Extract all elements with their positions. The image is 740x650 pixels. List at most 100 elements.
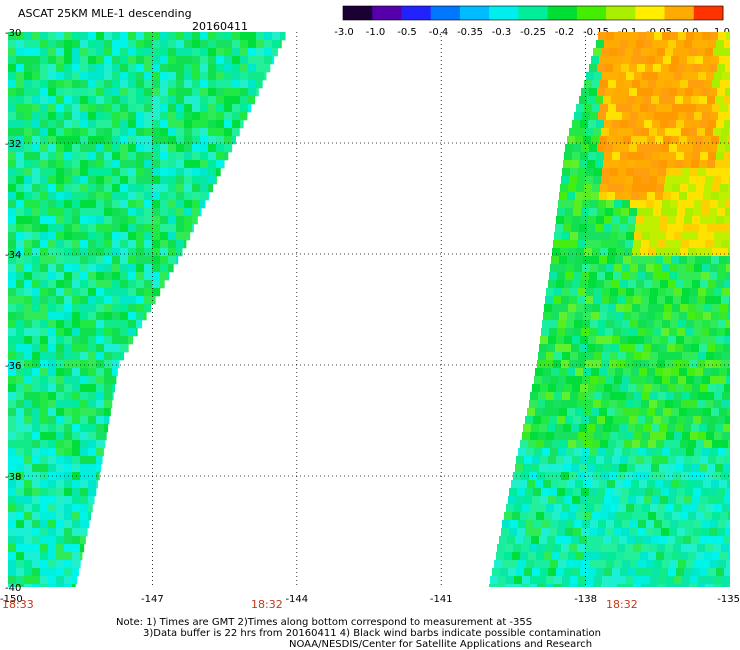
heatmap-cell bbox=[48, 224, 57, 233]
heatmap-cell bbox=[64, 496, 73, 505]
heatmap-cell bbox=[16, 216, 25, 225]
heatmap-cell bbox=[718, 448, 727, 457]
heatmap-cell bbox=[725, 88, 730, 97]
x-tick-label: -141 bbox=[430, 594, 453, 605]
heatmap-cell bbox=[698, 432, 707, 441]
heatmap-cell bbox=[136, 48, 145, 57]
heatmap-cell bbox=[593, 360, 602, 369]
heatmap-cell bbox=[216, 72, 225, 81]
heatmap-cell bbox=[558, 448, 567, 457]
heatmap-cell bbox=[551, 256, 560, 265]
heatmap-cell bbox=[678, 200, 687, 209]
heatmap-cell bbox=[600, 248, 609, 257]
heatmap-cell bbox=[716, 384, 725, 393]
heatmap-cell bbox=[623, 480, 632, 489]
heatmap-cell bbox=[694, 112, 703, 121]
heatmap-cell bbox=[72, 456, 81, 465]
heatmap-cell bbox=[585, 128, 594, 137]
heatmap-cell bbox=[176, 160, 185, 169]
heatmap-cell bbox=[32, 584, 41, 587]
heatmap-cell bbox=[128, 248, 137, 257]
heatmap-cell bbox=[649, 360, 658, 369]
heatmap-cell bbox=[602, 352, 611, 361]
heatmap-cell bbox=[56, 528, 65, 537]
heatmap-cell bbox=[538, 352, 547, 361]
heatmap-cell bbox=[40, 224, 49, 233]
heatmap-cell bbox=[566, 320, 575, 329]
heatmap-cell bbox=[695, 368, 704, 377]
heatmap-cell bbox=[713, 400, 722, 409]
heatmap-cell bbox=[524, 568, 533, 577]
heatmap-cell bbox=[636, 280, 645, 289]
heatmap-cell bbox=[96, 312, 105, 321]
heatmap-cell bbox=[661, 416, 670, 425]
heatmap-cell bbox=[88, 296, 97, 305]
heatmap-cell bbox=[607, 312, 616, 321]
heatmap-cell bbox=[32, 168, 41, 177]
heatmap-cell bbox=[48, 376, 57, 385]
heatmap-cell bbox=[64, 264, 73, 273]
heatmap-cell bbox=[725, 416, 730, 425]
heatmap-cell bbox=[715, 224, 724, 233]
note-line-3: NOAA/NESDIS/Center for Satellite Applica… bbox=[289, 639, 593, 650]
heatmap-cell bbox=[555, 536, 564, 545]
heatmap-cell bbox=[709, 488, 718, 497]
heatmap-cell bbox=[693, 208, 702, 217]
heatmap-cell bbox=[728, 184, 730, 193]
heatmap-cell bbox=[728, 440, 730, 449]
heatmap-cell bbox=[622, 560, 631, 569]
heatmap-cell bbox=[8, 320, 17, 329]
heatmap-cell bbox=[630, 32, 639, 41]
heatmap-cell bbox=[184, 40, 193, 49]
heatmap-cell bbox=[168, 56, 177, 65]
heatmap-cell bbox=[564, 280, 573, 289]
heatmap-cell bbox=[40, 56, 49, 65]
heatmap-cell bbox=[64, 56, 73, 65]
heatmap-cell bbox=[32, 296, 41, 305]
heatmap-cell bbox=[612, 336, 621, 345]
heatmap-cell bbox=[713, 240, 722, 249]
heatmap-cell bbox=[585, 240, 594, 249]
heatmap-cell bbox=[80, 104, 89, 113]
heatmap-cell bbox=[72, 40, 81, 49]
heatmap-cell bbox=[128, 184, 137, 193]
heatmap-cell bbox=[623, 408, 632, 417]
heatmap-cell bbox=[120, 40, 129, 49]
heatmap-cell bbox=[528, 552, 537, 561]
heatmap-cell bbox=[88, 288, 97, 297]
heatmap-cell bbox=[556, 496, 565, 505]
heatmap-cell bbox=[654, 200, 663, 209]
heatmap-cell bbox=[673, 48, 682, 57]
heatmap-cell bbox=[605, 416, 614, 425]
heatmap-cell bbox=[524, 496, 533, 505]
heatmap-cell bbox=[607, 480, 616, 489]
heatmap-cell bbox=[48, 144, 57, 153]
heatmap-cell bbox=[705, 584, 714, 587]
heatmap-cell bbox=[24, 264, 33, 273]
heatmap-cell bbox=[128, 48, 137, 57]
heatmap-cell bbox=[526, 520, 535, 529]
heatmap-cell bbox=[718, 32, 727, 41]
heatmap-cell bbox=[88, 160, 97, 169]
heatmap-cell bbox=[136, 72, 145, 81]
heatmap-cell bbox=[224, 40, 233, 49]
heatmap-cell bbox=[104, 136, 113, 145]
heatmap-cell bbox=[710, 200, 719, 209]
heatmap-cell bbox=[641, 176, 650, 185]
heatmap-cell bbox=[614, 200, 623, 209]
heatmap-cell bbox=[88, 88, 97, 97]
heatmap-cell bbox=[568, 248, 577, 257]
heatmap-cell bbox=[581, 272, 590, 281]
y-tick-label: -38 bbox=[5, 472, 21, 483]
heatmap-cell bbox=[649, 544, 658, 553]
heatmap-cell bbox=[543, 408, 552, 417]
heatmap-cell bbox=[661, 208, 670, 217]
heatmap-cell bbox=[655, 136, 664, 145]
heatmap-cell bbox=[686, 200, 695, 209]
heatmap-cell bbox=[16, 400, 25, 409]
heatmap-cell bbox=[104, 112, 113, 121]
heatmap-cell bbox=[650, 72, 659, 81]
heatmap-cell bbox=[682, 432, 691, 441]
heatmap-cell bbox=[256, 88, 259, 97]
heatmap-cell bbox=[716, 336, 725, 345]
